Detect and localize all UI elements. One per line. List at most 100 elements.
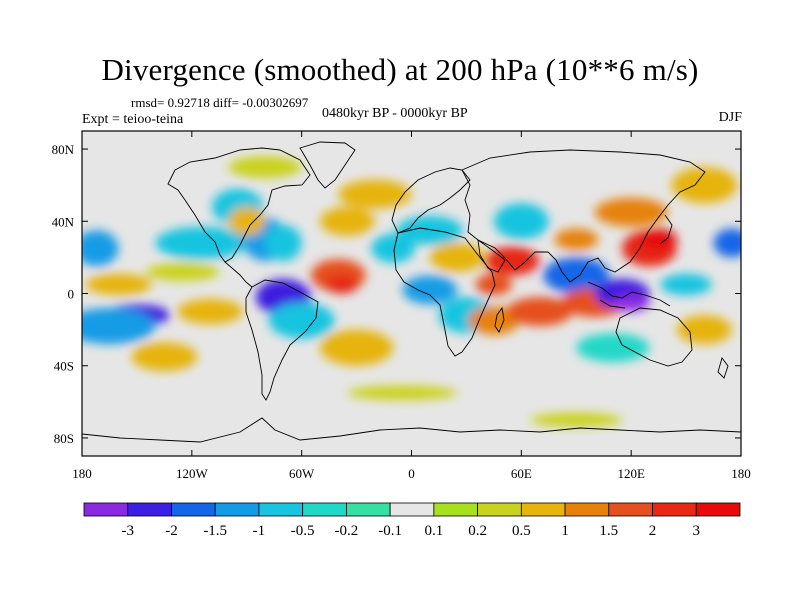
colorbar-swatch xyxy=(127,502,172,517)
coastline-antarctica xyxy=(82,417,741,443)
anomaly-blob-43 xyxy=(530,412,623,428)
x-tick-label: 0 xyxy=(408,466,415,481)
season-label: DJF xyxy=(718,110,742,125)
colorbar-label: 3 xyxy=(693,523,701,539)
x-tick-label: 120W xyxy=(176,466,209,481)
y-tick-label: 80S xyxy=(54,431,74,446)
colorbar-label: -3 xyxy=(121,523,134,539)
anomaly-blob-37 xyxy=(594,197,668,227)
colorbar-label: -2 xyxy=(165,523,178,539)
colorbar-swatch xyxy=(302,502,347,517)
anomaly-blob-38 xyxy=(660,273,712,296)
y-tick-label: 40N xyxy=(52,214,75,229)
colorbar-swatch xyxy=(477,502,522,517)
colorbar-swatch xyxy=(171,502,216,517)
coastline-japan xyxy=(659,214,673,245)
colorbar-label: 1.5 xyxy=(599,523,618,539)
coastlines xyxy=(82,141,741,443)
anomaly-blob-41 xyxy=(671,167,738,204)
coastline-new-zealand xyxy=(717,357,729,379)
colorbar-label: 0.5 xyxy=(512,523,531,539)
anomaly-blob-28 xyxy=(506,297,573,326)
colorbar-label: -0.2 xyxy=(335,523,359,539)
x-tick-label: 120E xyxy=(617,466,645,481)
anomaly-blob-36 xyxy=(640,228,677,251)
anomaly-blob-14 xyxy=(228,206,266,236)
coastline-africa xyxy=(393,227,496,357)
anomaly-blob-1 xyxy=(82,307,156,345)
colorbar-label: 1 xyxy=(561,523,569,539)
anomaly-blob-42 xyxy=(347,385,458,401)
coastline-arabia xyxy=(477,239,506,273)
anomaly-blob-29 xyxy=(493,203,549,240)
colorbar-swatch xyxy=(433,502,479,517)
anomaly-blob-18 xyxy=(338,179,412,209)
colorbar-label: -0.5 xyxy=(291,523,315,539)
anomaly-blob-25 xyxy=(475,273,513,296)
coastline-australia xyxy=(615,307,693,367)
anomaly-blob-3 xyxy=(82,230,119,267)
anomaly-blob-12 xyxy=(265,224,302,261)
colorbar-swatch xyxy=(83,502,129,517)
colorbar-label: -1.5 xyxy=(203,523,227,539)
colorbar-label: 0.1 xyxy=(424,523,443,539)
anomaly-blob-21 xyxy=(396,215,463,245)
period-label: 0480kyr BP - 0000kyr BP xyxy=(322,106,468,121)
coastline-central-america xyxy=(224,261,253,288)
anomaly-blob-24 xyxy=(429,242,485,272)
x-tick-label: 180 xyxy=(72,466,92,481)
coastline-south-america xyxy=(245,279,319,401)
coastline-north-america xyxy=(167,147,311,263)
colorbar-swatch xyxy=(695,502,741,517)
anomaly-blob-4 xyxy=(155,226,247,260)
colorbar-swatch xyxy=(258,502,304,517)
anomaly-blob-6 xyxy=(85,273,152,296)
colorbar-label: -1 xyxy=(253,523,266,539)
anomaly-blob-32 xyxy=(554,228,599,251)
anomaly-blob-8 xyxy=(131,342,198,372)
anomaly-blob-19 xyxy=(319,329,394,366)
map-area xyxy=(82,131,741,456)
stats-text: rmsd= 0.92718 diff= -0.00302697 xyxy=(131,95,309,110)
divergence-field xyxy=(82,156,741,428)
colorbar-swatch xyxy=(214,502,260,517)
colorbar-swatch xyxy=(520,502,566,517)
x-tick-label: 60E xyxy=(511,466,532,481)
y-tick-label: 40S xyxy=(54,359,74,374)
colorbar-label: 2 xyxy=(649,523,657,539)
anomaly-blob-27 xyxy=(484,246,540,276)
anomaly-blob-17 xyxy=(319,206,375,236)
experiment-label: Expt = teioo-teina xyxy=(82,112,184,127)
axis-labels: 180 120W 60W 0 60E 120E 180 80N 40N 0 40S 80S xyxy=(52,142,751,481)
anomaly-blob-39 xyxy=(676,315,732,345)
anomaly-blob-16 xyxy=(325,275,359,294)
y-tick-label: 0 xyxy=(68,287,75,302)
anomaly-blob-10 xyxy=(268,302,335,339)
coastline-europe xyxy=(391,167,471,234)
colorbar-swatch xyxy=(564,502,610,517)
colorbar-label: 0.2 xyxy=(468,523,487,539)
anomaly-blob-20 xyxy=(371,233,416,263)
coastline-greenland xyxy=(299,141,356,189)
x-tick-label: 180 xyxy=(731,466,751,481)
x-tick-label: 60W xyxy=(289,466,315,481)
colorbar-swatch xyxy=(345,502,391,517)
colorbar-swatch xyxy=(608,502,653,517)
colorbar-swatch xyxy=(652,502,697,517)
colorbar-swatch xyxy=(389,502,435,517)
axis-ticks xyxy=(81,131,742,456)
coastline-indonesia xyxy=(587,281,671,309)
anomaly-blob-22 xyxy=(402,275,458,305)
colorbar-label: -0.1 xyxy=(378,523,402,539)
coastline-madagascar xyxy=(494,306,505,333)
colorbar: -3 -2 -1.5 -1 -0.5 -0.2 -0.1 0.1 0.2 0.5 1 1.5 2 3 xyxy=(83,502,741,539)
anomaly-blob-5 xyxy=(146,262,220,281)
chart-title: Divergence (smoothed) at 200 hPa (10**6 … xyxy=(101,52,699,87)
anomaly-blob-44 xyxy=(228,156,302,178)
anomaly-blob-26 xyxy=(468,306,520,336)
y-tick-label: 80N xyxy=(52,142,75,157)
anomaly-blob-2 xyxy=(713,228,741,258)
anomaly-blob-7 xyxy=(177,298,244,325)
anomaly-blob-40 xyxy=(576,333,650,363)
